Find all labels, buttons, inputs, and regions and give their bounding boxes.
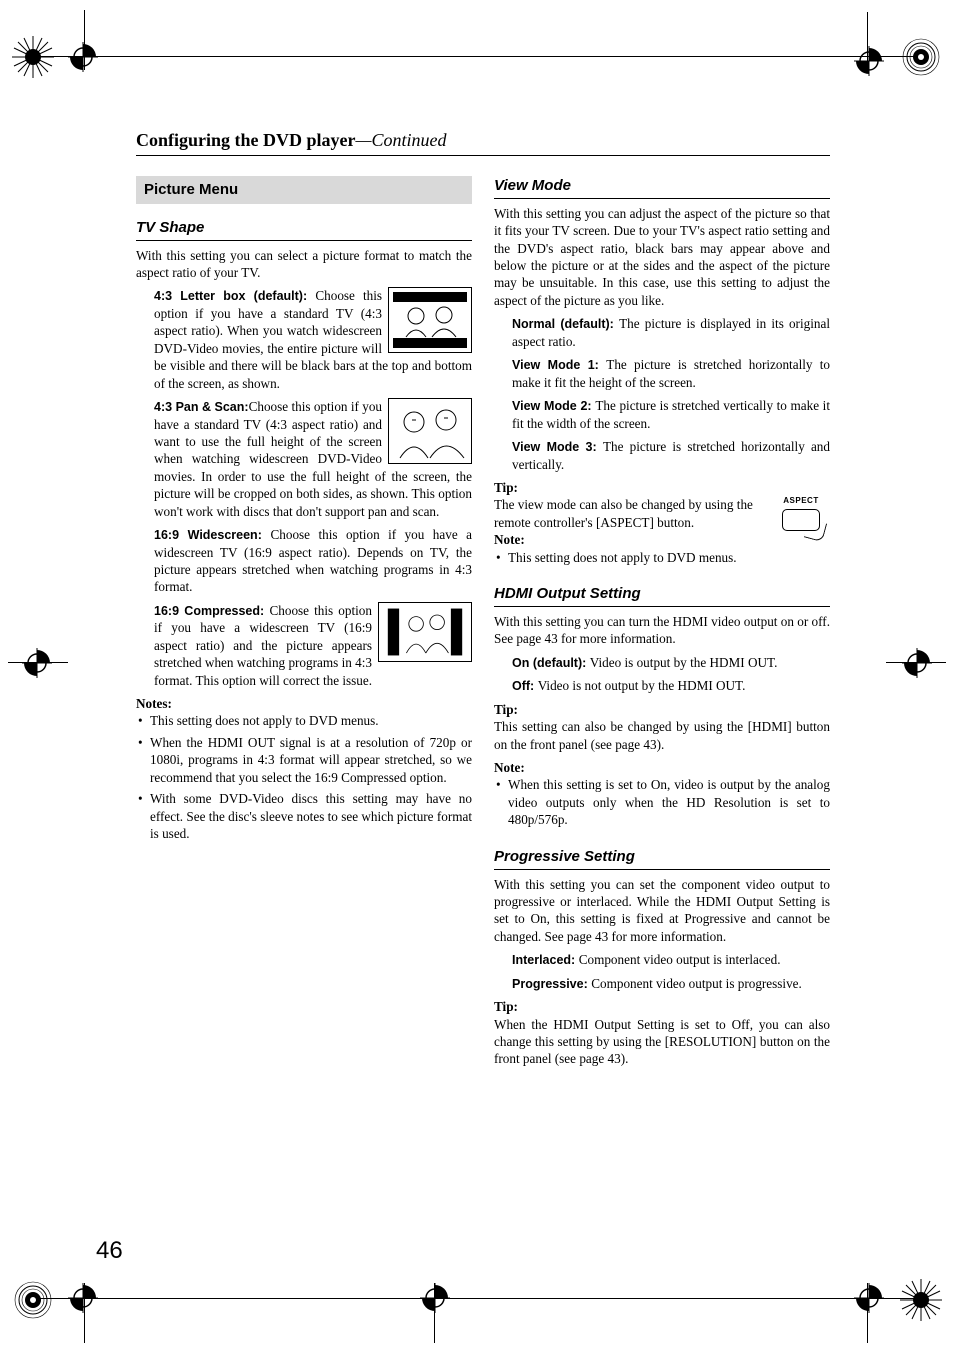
crop-line	[30, 56, 924, 57]
hdmi-opt: Off: Video is not output by the HDMI OUT…	[512, 677, 830, 695]
aspect-key-label: ASPECT	[772, 496, 830, 507]
opt-label: 16:9 Widescreen:	[154, 528, 270, 542]
tip-label: Tip:	[494, 998, 830, 1015]
list-item: When the HDMI OUT signal is at a resolut…	[136, 734, 472, 786]
opt-label: Normal (default):	[512, 317, 619, 331]
vm-note-list: This setting does not apply to DVD menus…	[494, 549, 830, 566]
prog-opt: Interlaced: Component video output is in…	[512, 951, 830, 969]
opt-label: 4:3 Letter box (default):	[154, 289, 315, 303]
subheading-hdmi: HDMI Output Setting	[494, 584, 830, 607]
progressive-tip: When the HDMI Output Setting is set to O…	[494, 1016, 830, 1068]
subheading-tv-shape: TV Shape	[136, 218, 472, 241]
vm-opt: Normal (default): The picture is display…	[512, 315, 830, 350]
notes-label: Notes:	[136, 695, 472, 712]
compressed-illustration-icon	[378, 602, 472, 662]
registration-mark-icon	[898, 1277, 944, 1323]
crop-line	[30, 1298, 924, 1299]
letterbox-illustration-icon	[388, 287, 472, 353]
prog-opt: Progressive: Component video output is p…	[512, 975, 830, 993]
note-label: Note:	[494, 759, 830, 776]
crosshair-icon	[68, 42, 98, 72]
registration-mark-icon	[10, 34, 56, 80]
hdmi-note-list: When this setting is set to On, video is…	[494, 776, 830, 828]
left-column: Picture Menu TV Shape With this setting …	[136, 176, 472, 1074]
opt-label: On (default):	[512, 656, 590, 670]
list-item: When this setting is set to On, video is…	[494, 776, 830, 828]
opt-label: View Mode 1:	[512, 358, 606, 372]
opt-label: 16:9 Compressed:	[154, 604, 269, 618]
opt-text: Component video output is progressive.	[591, 976, 802, 991]
progressive-intro: With this setting you can set the compon…	[494, 876, 830, 946]
hdmi-tip: This setting can also be changed by usin…	[494, 718, 830, 753]
tv-shape-intro: With this setting you can select a pictu…	[136, 247, 472, 282]
hdmi-intro: With this setting you can turn the HDMI …	[494, 613, 830, 648]
crosshair-icon	[902, 648, 932, 678]
vm-opt: View Mode 2: The picture is stretched ve…	[512, 397, 830, 432]
crosshair-icon	[420, 1283, 450, 1313]
header-title: Configuring the DVD player	[136, 130, 356, 150]
opt-label: Progressive:	[512, 977, 591, 991]
opt-compressed: 16:9 Compressed: Choose this option if y…	[154, 602, 472, 689]
subheading-view-mode: View Mode	[494, 176, 830, 199]
section-title-picture-menu: Picture Menu	[136, 176, 472, 204]
opt-panscan: 4:3 Pan & Scan:Choose this option if you…	[154, 398, 472, 520]
aspect-button-icon: ASPECT	[772, 496, 830, 531]
view-mode-intro: With this setting you can adjust the asp…	[494, 205, 830, 310]
crosshair-icon	[854, 1283, 884, 1313]
opt-text: Video is not output by the HDMI OUT.	[538, 678, 746, 693]
opt-letterbox: 4:3 Letter box (default): Choose this op…	[154, 287, 472, 392]
panscan-illustration-icon	[388, 398, 472, 464]
tv-shape-notes-list: This setting does not apply to DVD menus…	[136, 712, 472, 842]
right-column: View Mode With this setting you can adju…	[494, 176, 830, 1074]
opt-label: View Mode 2:	[512, 399, 595, 413]
opt-text: Component video output is interlaced.	[579, 952, 781, 967]
page-number: 46	[96, 1237, 123, 1265]
list-item: This setting does not apply to DVD menus…	[136, 712, 472, 729]
opt-label: 4:3 Pan & Scan:	[154, 400, 249, 414]
opt-widescreen: 16:9 Widescreen: Choose this option if y…	[154, 526, 472, 596]
subheading-progressive: Progressive Setting	[494, 847, 830, 870]
opt-label: Interlaced:	[512, 953, 579, 967]
tip-label: Tip:	[494, 479, 830, 496]
opt-label: Off:	[512, 679, 538, 693]
tip-text: The view mode can also be changed by usi…	[494, 497, 753, 529]
manual-page: Configuring the DVD player—Continued Pic…	[136, 130, 830, 1074]
tip-label: Tip:	[494, 701, 830, 718]
page-header: Configuring the DVD player—Continued	[136, 130, 830, 156]
hdmi-opt: On (default): Video is output by the HDM…	[512, 654, 830, 672]
list-item: This setting does not apply to DVD menus…	[494, 549, 830, 566]
opt-label: View Mode 3:	[512, 440, 603, 454]
note-label: Note:	[494, 531, 830, 548]
vm-opt: View Mode 3: The picture is stretched ho…	[512, 438, 830, 473]
list-item: With some DVD-Video discs this setting m…	[136, 790, 472, 842]
registration-mark-icon	[898, 34, 944, 80]
crosshair-icon	[22, 648, 52, 678]
header-continued: —Continued	[356, 130, 447, 150]
crosshair-icon	[68, 1283, 98, 1313]
registration-mark-icon	[10, 1277, 56, 1323]
vm-tip-block: ASPECT The view mode can also be changed…	[494, 496, 830, 531]
opt-text: Video is output by the HDMI OUT.	[590, 655, 778, 670]
crosshair-icon	[854, 46, 884, 76]
vm-opt: View Mode 1: The picture is stretched ho…	[512, 356, 830, 391]
